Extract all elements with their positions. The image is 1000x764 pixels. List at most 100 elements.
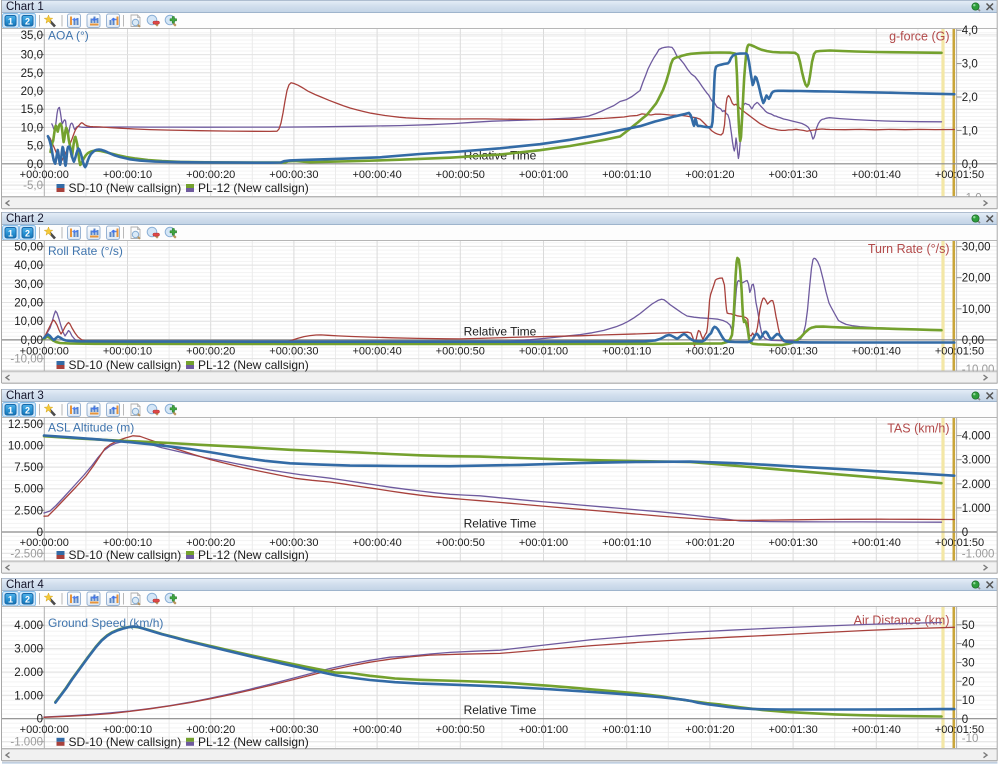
svg-text:+00:00:50: +00:00:50 (436, 537, 485, 549)
svg-text:+00:01:10: +00:01:10 (602, 169, 651, 181)
svg-text:1: 1 (8, 17, 13, 27)
svg-text:-10,00: -10,00 (10, 354, 43, 366)
svg-text:2,0: 2,0 (962, 92, 978, 104)
svg-text:+00:00:30: +00:00:30 (269, 724, 318, 736)
svg-text:15,0: 15,0 (21, 104, 43, 116)
svg-text:Chart 1: Chart 1 (6, 1, 44, 13)
svg-text:-1.000: -1.000 (10, 737, 43, 749)
svg-text:Chart 4: Chart 4 (6, 579, 44, 591)
svg-text:10: 10 (962, 695, 975, 707)
svg-text:0: 0 (37, 527, 43, 539)
svg-text:30,0: 30,0 (21, 50, 43, 62)
svg-text:Air Distance (km): Air Distance (km) (854, 614, 950, 628)
svg-text:+00:01:10: +00:01:10 (602, 537, 651, 549)
svg-text:10,0: 10,0 (21, 122, 43, 134)
svg-text:0: 0 (962, 527, 968, 539)
svg-text:1: 1 (8, 595, 13, 605)
svg-text:g-force (G): g-force (G) (889, 30, 949, 44)
svg-text:PL-12 (New callsign): PL-12 (New callsign) (198, 548, 309, 562)
svg-text:-2.500: -2.500 (10, 548, 43, 560)
svg-text:10,00: 10,00 (962, 304, 991, 316)
svg-text:3.000: 3.000 (962, 455, 991, 467)
svg-text:+00:00:50: +00:00:50 (436, 345, 485, 357)
svg-text:2.000: 2.000 (14, 667, 43, 679)
svg-text:+00:01:30: +00:01:30 (768, 169, 817, 181)
svg-text:+00:01:20: +00:01:20 (685, 724, 734, 736)
svg-text:+00:01:00: +00:01:00 (519, 537, 568, 549)
svg-text:50: 50 (962, 620, 975, 632)
svg-text:30,00: 30,00 (14, 279, 43, 291)
svg-text:1: 1 (8, 406, 13, 416)
svg-text:4.000: 4.000 (14, 620, 43, 632)
svg-text:1.000: 1.000 (962, 503, 991, 515)
svg-text:+00:00:10: +00:00:10 (103, 724, 152, 736)
svg-text:ASL Altitude (m): ASL Altitude (m) (48, 421, 134, 435)
svg-text:+00:01:20: +00:01:20 (685, 537, 734, 549)
svg-text:5,0: 5,0 (27, 141, 43, 153)
svg-text:+00:01:50: +00:01:50 (935, 345, 984, 357)
svg-text:AOA (°): AOA (°) (48, 29, 89, 43)
svg-text:+00:00:50: +00:00:50 (436, 169, 485, 181)
svg-text:+00:01:40: +00:01:40 (852, 345, 901, 357)
svg-text:TAS (km/h): TAS (km/h) (887, 422, 949, 436)
svg-text:Relative Time: Relative Time (464, 517, 537, 531)
svg-text:1.000: 1.000 (14, 690, 43, 702)
svg-text:+00:01:20: +00:01:20 (685, 345, 734, 357)
svg-text:0,00: 0,00 (962, 335, 984, 347)
svg-text:0,00: 0,00 (21, 335, 43, 347)
svg-text:2.000: 2.000 (962, 479, 991, 491)
svg-text:+00:00:10: +00:00:10 (103, 537, 152, 549)
svg-text:50,00: 50,00 (14, 241, 43, 253)
svg-text:+00:01:30: +00:01:30 (768, 345, 817, 357)
svg-text:Chart 3: Chart 3 (6, 390, 44, 402)
svg-text:+00:01:50: +00:01:50 (935, 537, 984, 549)
svg-text:+00:01:40: +00:01:40 (852, 724, 901, 736)
svg-text:5.000: 5.000 (14, 484, 43, 496)
svg-text:+00:00:00: +00:00:00 (20, 169, 69, 181)
svg-text:+00:00:40: +00:00:40 (352, 724, 401, 736)
svg-text:+00:01:00: +00:01:00 (519, 724, 568, 736)
svg-text:Turn Rate (°/s): Turn Rate (°/s) (868, 242, 950, 256)
svg-text:Relative Time: Relative Time (464, 324, 537, 338)
svg-text:+00:00:20: +00:00:20 (186, 537, 235, 549)
svg-text:20,0: 20,0 (21, 86, 43, 98)
svg-text:+00:00:30: +00:00:30 (269, 169, 318, 181)
svg-text:35,0: 35,0 (21, 30, 43, 42)
svg-text:SD-10 (New callsign): SD-10 (New callsign) (69, 548, 182, 562)
svg-text:+00:01:20: +00:01:20 (685, 169, 734, 181)
svg-text:+00:00:30: +00:00:30 (269, 537, 318, 549)
svg-text:1: 1 (8, 229, 13, 239)
svg-text:+00:00:50: +00:00:50 (436, 724, 485, 736)
svg-text:0,0: 0,0 (27, 159, 43, 171)
svg-text:20,00: 20,00 (14, 298, 43, 310)
svg-text:2.500: 2.500 (14, 505, 43, 517)
svg-text:+00:00:00: +00:00:00 (20, 724, 69, 736)
svg-text:4.000: 4.000 (962, 431, 991, 443)
svg-text:3,0: 3,0 (962, 59, 978, 71)
svg-text:Relative Time: Relative Time (464, 703, 537, 717)
svg-text:30: 30 (962, 658, 975, 670)
svg-text:10,00: 10,00 (14, 316, 43, 328)
svg-text:+00:01:40: +00:01:40 (852, 169, 901, 181)
svg-text:+00:00:30: +00:00:30 (269, 345, 318, 357)
svg-text:Roll Rate (°/s): Roll Rate (°/s) (48, 244, 123, 258)
svg-text:+00:01:30: +00:01:30 (768, 537, 817, 549)
svg-text:PL-12 (New callsign): PL-12 (New callsign) (198, 358, 309, 372)
svg-text:SD-10 (New callsign): SD-10 (New callsign) (69, 358, 182, 372)
svg-text:+00:01:40: +00:01:40 (852, 537, 901, 549)
svg-text:PL-12 (New callsign): PL-12 (New callsign) (198, 181, 309, 195)
svg-text:30,00: 30,00 (962, 242, 991, 254)
svg-text:+00:01:00: +00:01:00 (519, 345, 568, 357)
svg-text:0: 0 (37, 714, 43, 726)
svg-text:+00:00:40: +00:00:40 (352, 537, 401, 549)
svg-text:10.000: 10.000 (8, 440, 43, 452)
svg-text:+00:01:00: +00:01:00 (519, 169, 568, 181)
svg-text:PL-12 (New callsign): PL-12 (New callsign) (198, 735, 309, 749)
svg-text:+00:00:40: +00:00:40 (352, 345, 401, 357)
svg-text:+00:00:20: +00:00:20 (186, 724, 235, 736)
svg-text:40,00: 40,00 (14, 260, 43, 272)
svg-text:2: 2 (25, 595, 30, 605)
svg-text:2: 2 (25, 17, 30, 27)
svg-text:+00:01:10: +00:01:10 (602, 724, 651, 736)
svg-text:20: 20 (962, 676, 975, 688)
